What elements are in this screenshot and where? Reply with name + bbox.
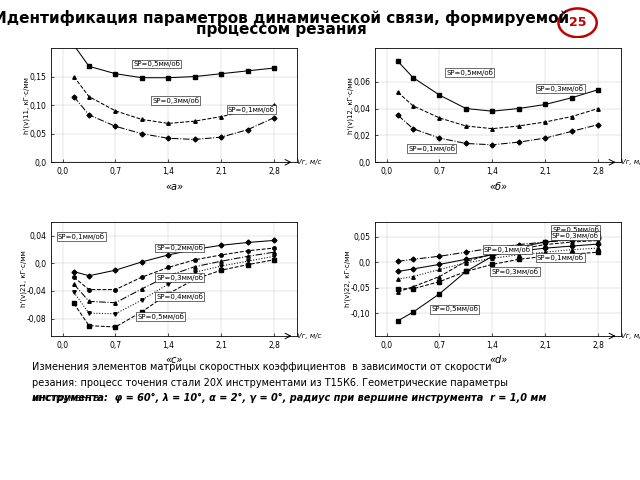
Text: Vг, м/с: Vг, м/с [297, 333, 321, 339]
Y-axis label: h'(v)12, кГ·с/мм: h'(v)12, кГ·с/мм [348, 77, 354, 133]
Text: инструмента:: инструмента: [32, 393, 102, 403]
Text: Vг, м/с: Vг, м/с [621, 159, 640, 165]
Text: Vг, м/с: Vг, м/с [621, 333, 640, 339]
Text: Идентификация параметров динамической связи, формируемой: Идентификация параметров динамической св… [0, 10, 569, 25]
Text: SP=0,1мм/об: SP=0,1мм/об [408, 145, 456, 152]
Text: SP=0,1мм/об: SP=0,1мм/об [537, 254, 584, 261]
Text: «б»: «б» [489, 182, 507, 192]
Text: 25: 25 [569, 16, 586, 29]
Text: SP=0,5мм/об: SP=0,5мм/об [552, 227, 599, 233]
Text: «а»: «а» [165, 182, 183, 192]
Text: SP=0,3мм/об: SP=0,3мм/об [552, 232, 599, 240]
Text: резания: процесс точения стали 20Х инструментами из Т15К6. Геометрические параме: резания: процесс точения стали 20Х инстр… [32, 378, 508, 388]
Text: SP=0,3мм/об: SP=0,3мм/об [537, 85, 584, 92]
Text: SP=0,5мм/об: SP=0,5мм/об [134, 60, 180, 67]
Text: инструмента:  φ = 60°, λ = 10°, α = 2°, γ = 0°, радиус при вершине инструмента  : инструмента: φ = 60°, λ = 10°, α = 2°, γ… [32, 393, 547, 403]
Text: процессом резания: процессом резания [196, 22, 367, 36]
Text: «с»: «с» [165, 355, 182, 365]
Text: Изменения элементов матрицы скоростных коэффициентов  в зависимости от скорости: Изменения элементов матрицы скоростных к… [32, 362, 492, 372]
Text: «d»: «d» [489, 355, 507, 365]
Y-axis label: h'(v)21, кГ·с/мм: h'(v)21, кГ·с/мм [20, 251, 27, 307]
Text: SP=0,4мм/об: SP=0,4мм/об [156, 293, 203, 300]
Circle shape [559, 9, 596, 37]
Text: SP=0,1мм/об: SP=0,1мм/об [58, 234, 105, 240]
Text: SP=0,3мм/об: SP=0,3мм/об [156, 274, 203, 280]
Y-axis label: h'(v)11, кГ·с/мм: h'(v)11, кГ·с/мм [23, 77, 30, 133]
Text: SP=0,3мм/об: SP=0,3мм/об [492, 268, 538, 275]
Y-axis label: h'(v)22, кГ·с/мм: h'(v)22, кГ·с/мм [345, 251, 351, 307]
Text: SP=0,5мм/об: SP=0,5мм/об [446, 69, 493, 76]
Text: SP=0,1мм/об: SP=0,1мм/об [484, 246, 531, 252]
Text: SP=0,5мм/об: SP=0,5мм/об [431, 306, 478, 312]
Text: SP=0,5мм/об: SP=0,5мм/об [138, 313, 184, 320]
Text: SP=0,1мм/об: SP=0,1мм/об [228, 106, 275, 112]
Text: SP=0,3мм/об: SP=0,3мм/об [152, 97, 199, 104]
Text: SP=0,2мм/об: SP=0,2мм/об [156, 245, 203, 252]
Text: Vг, м/с: Vг, м/с [297, 159, 321, 165]
